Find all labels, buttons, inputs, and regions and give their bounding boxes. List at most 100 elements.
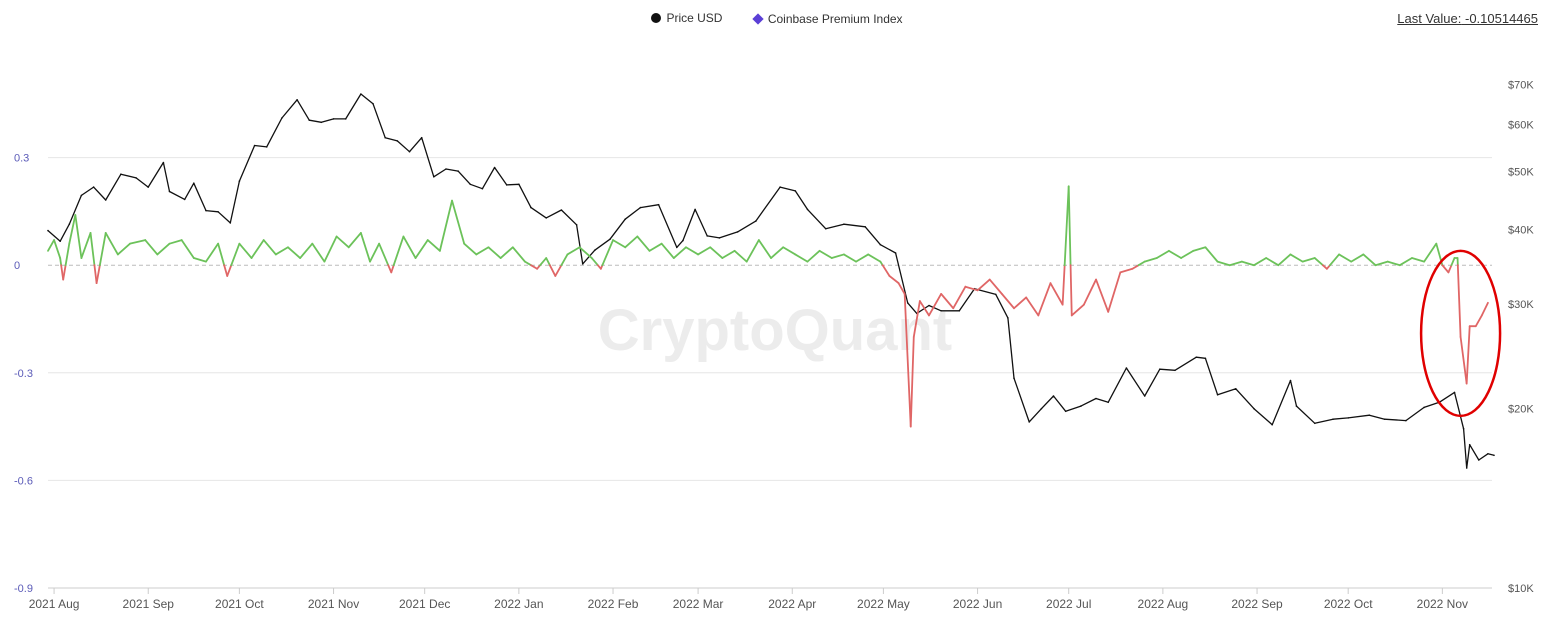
premium-segment <box>1204 246 1219 263</box>
x-tick-label: 2021 Dec <box>399 597 450 611</box>
premium-segment <box>757 239 772 259</box>
premium-segment <box>1228 260 1243 267</box>
price-point <box>1423 406 1425 409</box>
premium-segment <box>390 264 395 274</box>
price-point <box>694 208 696 211</box>
price-point <box>505 184 508 186</box>
premium-segment <box>192 257 207 263</box>
price-point <box>1125 367 1128 369</box>
premium-segment <box>1423 242 1438 263</box>
price-point <box>755 220 757 222</box>
premium-segment <box>888 275 900 285</box>
premium-segment <box>1456 264 1462 338</box>
premium-segment <box>806 249 821 263</box>
price-point <box>706 235 708 237</box>
premium-segment <box>1240 260 1255 267</box>
price-point <box>332 118 335 120</box>
price-point <box>682 239 684 242</box>
premium-segment <box>578 246 593 259</box>
price-point <box>894 252 897 254</box>
price-point <box>1028 421 1030 423</box>
price-point <box>238 180 241 182</box>
premium-segment <box>881 264 891 277</box>
price-point <box>193 182 195 184</box>
premium-segment <box>205 242 220 263</box>
premium-segment <box>62 264 67 281</box>
price-point <box>1478 459 1480 461</box>
price-point <box>168 190 171 193</box>
premium-segment <box>988 278 1003 295</box>
premium-series[interactable] <box>47 185 1489 428</box>
premium-segment <box>156 242 171 256</box>
price-point <box>183 198 186 201</box>
price-point <box>135 177 137 179</box>
premium-segment <box>721 249 736 259</box>
premium-segment <box>867 253 882 263</box>
price-point <box>344 118 347 120</box>
premium-segment <box>524 260 532 267</box>
premium-segment <box>1143 257 1158 263</box>
premium-segment <box>843 253 857 263</box>
premium-segment <box>299 242 314 259</box>
price-point <box>47 229 49 232</box>
premium-segment <box>1067 185 1072 267</box>
premium-segment <box>909 336 915 428</box>
price-point <box>1080 405 1082 407</box>
premium-segment <box>1061 264 1066 306</box>
premium-segment <box>223 264 229 277</box>
premium-segment <box>830 253 845 259</box>
x-tick-label: 2022 Jan <box>494 597 543 611</box>
price-point <box>372 102 374 105</box>
price-point <box>1204 357 1207 360</box>
premium-segment <box>64 242 71 267</box>
price-point <box>1013 377 1015 380</box>
price-point <box>906 302 909 304</box>
price-point <box>1468 443 1471 446</box>
price-point <box>560 209 563 211</box>
price-series[interactable] <box>47 93 1495 469</box>
premium-segment <box>770 246 785 259</box>
premium-segment <box>940 292 955 310</box>
price-point <box>575 224 578 226</box>
price-point <box>1235 388 1237 390</box>
legend-item-premium[interactable]: Coinbase Premium Index <box>752 12 903 26</box>
premium-segment <box>560 253 569 267</box>
premium-segment <box>1329 253 1340 267</box>
premium-segment <box>80 232 92 259</box>
price-point <box>1332 418 1334 421</box>
premium-segment <box>59 257 63 267</box>
premium-segment <box>1474 314 1483 328</box>
premium-segment <box>274 246 289 256</box>
premium-segment <box>144 239 159 256</box>
price-point <box>676 246 678 249</box>
premium-segment <box>1374 260 1389 267</box>
y-right-tick-label: $60K <box>1508 119 1534 131</box>
price-point <box>217 211 219 213</box>
price-point <box>469 183 472 186</box>
premium-segment <box>1180 249 1195 259</box>
price-point <box>296 99 298 101</box>
watermark: CryptoQuant <box>598 298 952 363</box>
price-point <box>657 203 660 206</box>
premium-segment <box>1398 257 1413 267</box>
legend-item-price[interactable]: Price USD <box>651 11 722 25</box>
last-value-number: -0.10514465 <box>1464 11 1538 26</box>
x-tick-label: 2022 Mar <box>673 597 724 611</box>
price-point <box>1107 401 1109 404</box>
price-point <box>639 206 642 209</box>
price-point <box>928 304 930 307</box>
premium-segment <box>129 239 147 245</box>
price-point <box>1465 467 1468 469</box>
premium-segment <box>1107 271 1122 313</box>
premium-segment <box>1289 253 1304 263</box>
y-right-tick-label: $20K <box>1508 404 1534 416</box>
premium-segment <box>487 246 502 259</box>
price-point <box>229 222 232 224</box>
price-point <box>147 186 149 188</box>
y-left-tick-label: -0.9 <box>14 583 33 595</box>
price-point <box>1007 317 1009 319</box>
premium-segment <box>624 235 639 249</box>
price-point <box>1095 397 1097 400</box>
premium-segment <box>1447 264 1453 274</box>
x-tick-label: 2022 Aug <box>1138 597 1189 611</box>
